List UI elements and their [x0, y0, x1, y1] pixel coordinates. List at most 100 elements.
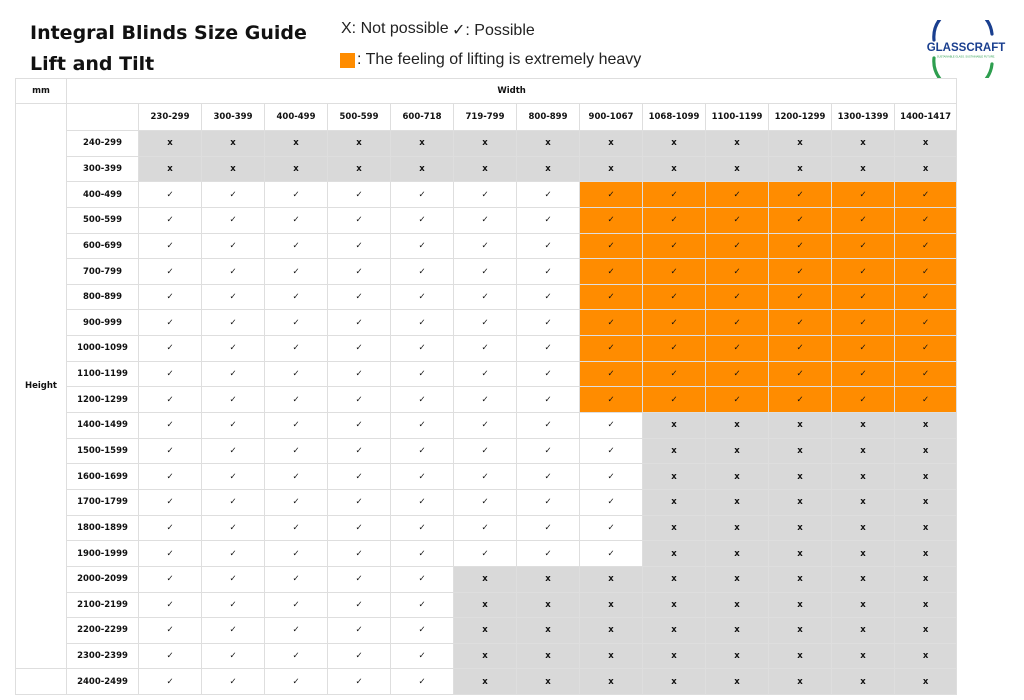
cell-not-possible: x [705, 412, 769, 439]
cell-possible: ✓ [201, 309, 265, 337]
corner-label: mm [15, 78, 67, 104]
cell-possible: ✓ [516, 488, 580, 516]
height-range-header: 1700-1799 [66, 488, 139, 516]
cell-possible: ✓ [390, 386, 454, 414]
cell-not-possible: x [893, 155, 958, 183]
cell-not-possible: x [768, 130, 832, 157]
cell-possible: ✓ [201, 386, 265, 414]
table-row: 1600-1699 ✓ ✓ ✓ ✓ ✓ ✓ ✓ ✓ x x x x x [16, 463, 958, 490]
cell-not-possible: x [705, 668, 769, 696]
cell-not-possible: x [516, 130, 580, 157]
cell-possible: ✓ [264, 181, 328, 208]
cell-possible: ✓ [516, 283, 580, 311]
blank-cell [15, 668, 67, 696]
width-range-header: 400-499 [264, 103, 328, 131]
width-range-header: 600-718 [390, 103, 454, 131]
logo-tagline: SUSTAINABLE GLASS. SUSTAINABLE FUTURE. [937, 55, 995, 59]
cell-possible: ✓ [138, 668, 202, 696]
cell-not-possible: x [138, 155, 202, 183]
cell-possible: ✓ [264, 463, 328, 490]
cell-not-possible: x [453, 668, 517, 696]
table-row: 2000-2099 ✓ ✓ ✓ ✓ ✓ x x x x x x x x [16, 565, 958, 593]
cell-possible: ✓ [516, 309, 580, 337]
cell-possible: ✓ [138, 437, 202, 465]
cell-possible: ✓ [264, 412, 328, 439]
cell-possible: ✓ [579, 463, 643, 490]
table-row: 2100-2199 ✓ ✓ ✓ ✓ ✓ x x x x x x x x [16, 591, 958, 619]
table-row: 800-899 ✓ ✓ ✓ ✓ ✓ ✓ ✓ ✓ ✓ ✓ ✓ ✓ ✓ [16, 283, 958, 311]
cell-not-possible: x [705, 437, 769, 465]
cell-heavy: ✓ [579, 335, 643, 362]
cell-possible: ✓ [453, 206, 517, 234]
cell-heavy: ✓ [705, 181, 769, 208]
height-range-header: 1600-1699 [66, 463, 139, 490]
legend-heavy-swatch [340, 53, 355, 68]
cell-heavy: ✓ [579, 386, 643, 414]
cell-not-possible: x [768, 437, 832, 465]
cell-possible: ✓ [453, 488, 517, 516]
height-range-header: 800-899 [66, 283, 139, 311]
cell-possible: ✓ [516, 437, 580, 465]
cell-possible: ✓ [579, 437, 643, 465]
cell-possible: ✓ [264, 258, 328, 285]
height-range-header: 1200-1299 [66, 386, 139, 414]
cell-possible: ✓ [516, 514, 580, 542]
cell-not-possible: x [579, 617, 643, 644]
cell-not-possible: x [579, 130, 643, 157]
cell-not-possible: x [453, 591, 517, 619]
cell-heavy: ✓ [579, 206, 643, 234]
cell-heavy: ✓ [893, 283, 958, 311]
width-range-row: Height 230-299 300-399 400-499 500-599 600-71… [15, 102, 958, 670]
cell-not-possible: x [453, 130, 517, 157]
cell-heavy: ✓ [831, 335, 895, 362]
width-range-header: 1100-1199 [705, 103, 769, 131]
cell-possible: ✓ [138, 488, 202, 516]
height-range-header: 600-699 [66, 232, 139, 260]
cell-possible: ✓ [579, 514, 643, 542]
cell-not-possible: x [579, 591, 643, 619]
table-row: 1800-1899 ✓ ✓ ✓ ✓ ✓ ✓ ✓ ✓ x x x x x [16, 514, 958, 542]
cell-not-possible: x [893, 540, 958, 567]
table-row: 2400-2499 ✓ ✓ ✓ ✓ ✓ x x x x x x x x [15, 668, 958, 696]
cell-not-possible: x [390, 130, 454, 157]
cell-heavy: ✓ [893, 335, 958, 362]
height-range-header: 1800-1899 [66, 514, 139, 542]
cell-possible: ✓ [264, 232, 328, 260]
cell-possible: ✓ [327, 232, 391, 260]
cell-heavy: ✓ [642, 360, 706, 388]
cell-not-possible: x [831, 668, 895, 696]
cell-possible: ✓ [327, 565, 391, 593]
table-row: 400-499 ✓ ✓ ✓ ✓ ✓ ✓ ✓ ✓ ✓ ✓ ✓ ✓ ✓ [16, 181, 958, 208]
cell-heavy: ✓ [579, 258, 643, 285]
width-range-header: 719-799 [453, 103, 517, 131]
cell-possible: ✓ [453, 309, 517, 337]
cell-not-possible: x [201, 155, 265, 183]
cell-heavy: ✓ [768, 309, 832, 337]
cell-possible: ✓ [390, 360, 454, 388]
cell-heavy: ✓ [579, 283, 643, 311]
cell-possible: ✓ [201, 412, 265, 439]
cell-possible: ✓ [327, 437, 391, 465]
width-range-header: 1200-1299 [768, 103, 832, 131]
cell-possible: ✓ [453, 258, 517, 285]
cell-not-possible: x [705, 514, 769, 542]
cell-not-possible: x [642, 668, 706, 696]
cell-possible: ✓ [264, 642, 328, 670]
cell-possible: ✓ [327, 617, 391, 644]
cell-not-possible: x [453, 565, 517, 593]
cell-possible: ✓ [327, 181, 391, 208]
legend-possible: ✓: Possible [452, 22, 535, 39]
cell-possible: ✓ [201, 463, 265, 490]
cell-not-possible: x [516, 565, 580, 593]
cell-heavy: ✓ [705, 283, 769, 311]
height-range-header: 300-399 [66, 155, 139, 183]
cell-not-possible: x [264, 155, 328, 183]
cell-not-possible: x [893, 463, 958, 490]
cell-not-possible: x [893, 437, 958, 465]
cell-heavy: ✓ [768, 206, 832, 234]
cell-possible: ✓ [327, 258, 391, 285]
cell-heavy: ✓ [893, 181, 958, 208]
cell-not-possible: x [831, 514, 895, 542]
cell-not-possible: x [642, 412, 706, 439]
cell-heavy: ✓ [579, 181, 643, 208]
